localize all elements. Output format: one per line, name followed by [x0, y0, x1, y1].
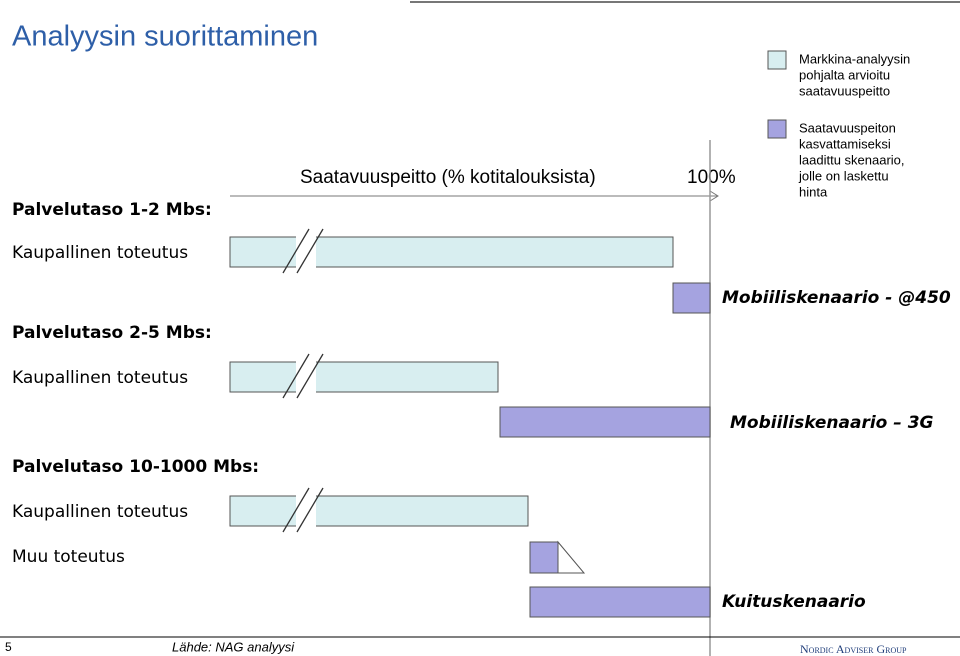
scenario-label: Kuituskenaario — [722, 592, 866, 612]
break-gap — [296, 230, 316, 274]
break-gap — [296, 489, 316, 533]
break-mark — [296, 487, 324, 533]
legend-swatch — [767, 119, 787, 139]
legend-text: Saatavuuspeiton kasvattamiseksi laadittu… — [798, 120, 905, 199]
coverage-bar — [229, 495, 529, 527]
scenario-bar — [672, 282, 711, 314]
break-mark — [282, 487, 310, 533]
legend-line: kasvattamiseksi — [799, 136, 891, 151]
coverage-bar — [229, 361, 499, 393]
legend-text: Markkina-analyysin pohjalta arvioitu saa… — [799, 51, 910, 98]
scenario-bar — [529, 586, 711, 618]
legend-line: Markkina-analyysin — [799, 51, 910, 66]
row-heading: Palvelutaso 10-1000 Mbs: — [12, 457, 259, 477]
row-heading: Palvelutaso 1-2 Mbs: — [12, 200, 212, 220]
scenario-label: Mobiiliskenaario - @450 — [722, 288, 951, 308]
source: Lähde: NAG analyysi — [172, 639, 295, 654]
break-mark — [296, 228, 324, 274]
legend-line: saatavuuspeitto — [799, 83, 890, 98]
axis-label: Saatavuuspeitto (% kotitalouksista) — [300, 167, 596, 188]
row-label: Kaupallinen toteutus — [12, 368, 188, 388]
break-gap — [296, 355, 316, 399]
other-wedge — [557, 540, 586, 574]
arrow-head — [709, 190, 719, 202]
brand: Nordic Adviser Group — [800, 642, 907, 656]
page-number: 5 — [5, 640, 12, 654]
scenario-bar — [499, 406, 711, 438]
legend-line: laadittu skenaario, — [799, 152, 905, 167]
title: Analyysin suorittaminen — [12, 21, 318, 53]
break-mark — [296, 353, 324, 399]
other-bar — [529, 541, 559, 574]
row-label: Kaupallinen toteutus — [12, 502, 188, 522]
legend-swatch — [767, 50, 787, 70]
legend-line: Saatavuuspeiton — [799, 120, 896, 135]
break-mark — [282, 228, 310, 274]
axis-end: 100% — [687, 167, 736, 188]
row-label: Kaupallinen toteutus — [12, 243, 188, 263]
legend-line: pohjalta arvioitu — [799, 67, 890, 82]
break-mark — [282, 353, 310, 399]
legend-line: jolle on laskettu — [798, 168, 889, 183]
scenario-label: Mobiiliskenaario – 3G — [730, 413, 934, 433]
row-heading: Palvelutaso 2-5 Mbs: — [12, 323, 212, 343]
legend-line: hinta — [799, 184, 828, 199]
row-label: Muu toteutus — [12, 547, 125, 567]
